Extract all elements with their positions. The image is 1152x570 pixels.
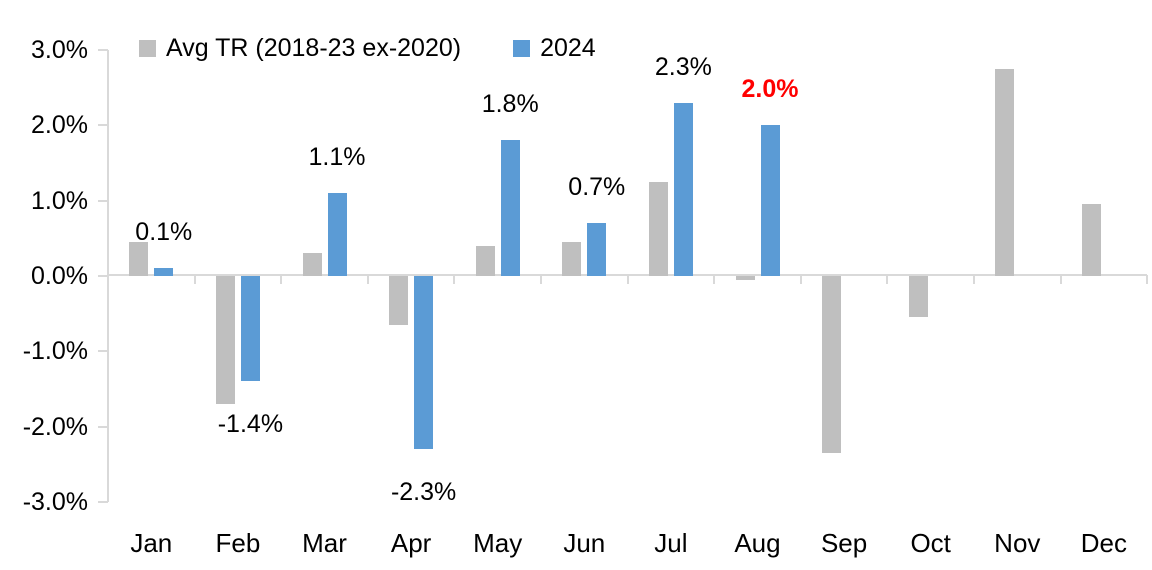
- y-axis-tick-label: -1.0%: [22, 337, 88, 366]
- x-axis-tick: [886, 275, 889, 284]
- bar-2024-mar: [327, 193, 347, 276]
- bar-avg-tr-may: [475, 245, 495, 276]
- y-axis-tick: [98, 350, 108, 353]
- y-axis-tick-label: 3.0%: [31, 36, 88, 65]
- bar-2024-jul: [673, 102, 693, 276]
- data-label-jun: 0.7%: [568, 173, 626, 202]
- bar-avg-tr-mar: [302, 253, 322, 276]
- x-axis-category-label: Apr: [390, 528, 432, 558]
- y-axis-tick-label: 2.0%: [31, 111, 88, 140]
- y-axis-tick: [98, 275, 108, 277]
- y-axis-line: [107, 50, 109, 502]
- x-axis-tick: [366, 275, 369, 284]
- bar-avg-tr-jan: [129, 242, 149, 276]
- x-axis-category-label: Feb: [215, 528, 261, 558]
- x-axis-tick: [540, 275, 542, 284]
- bar-2024-apr: [414, 276, 434, 450]
- data-label-aug: 2.0%: [741, 75, 799, 104]
- y-axis-tick: [98, 425, 108, 428]
- x-axis-category-label: Mar: [302, 528, 347, 558]
- legend-swatch-2024: [513, 39, 531, 57]
- bar-avg-tr-jun: [562, 242, 582, 276]
- bar-2024-aug: [760, 125, 780, 276]
- data-label-jan: 0.1%: [135, 218, 193, 247]
- bar-2024-jan: [154, 268, 174, 276]
- data-label-feb: -1.4%: [217, 410, 284, 439]
- data-label-mar: 1.1%: [308, 143, 366, 172]
- bar-avg-tr-aug: [735, 276, 755, 280]
- y-axis-tick: [98, 199, 108, 202]
- x-axis-category-label: Sep: [820, 528, 868, 558]
- x-axis-category-label: Jan: [130, 528, 173, 558]
- x-axis-category-label: Aug: [734, 528, 781, 558]
- legend-label-2024: 2024: [540, 34, 596, 62]
- x-axis-category-label: May: [473, 528, 523, 558]
- y-axis-tick-label: -2.0%: [22, 412, 88, 441]
- x-axis-tick: [799, 275, 802, 284]
- y-axis-tick-label: 1.0%: [31, 186, 88, 215]
- bar-2024-feb: [240, 276, 260, 382]
- legend-item-2024: 2024: [513, 33, 596, 63]
- x-axis-category-label: Nov: [994, 528, 1041, 558]
- x-axis-category-label: Dec: [1080, 528, 1128, 558]
- bar-avg-tr-feb: [215, 276, 235, 404]
- bar-avg-tr-nov: [995, 68, 1015, 276]
- x-axis-category-label: Oct: [910, 528, 951, 558]
- x-axis-tick: [973, 275, 975, 284]
- y-axis-tick-label: 0.0%: [31, 262, 88, 290]
- y-axis-tick-label: -3.0%: [22, 487, 88, 516]
- data-label-may: 1.8%: [481, 90, 539, 119]
- legend-label-avg-tr: Avg TR (2018-23 ex-2020): [166, 34, 462, 62]
- y-axis-tick: [98, 124, 108, 127]
- y-axis-tick: [98, 49, 108, 52]
- x-axis-tick: [1146, 275, 1149, 284]
- x-axis-category-label: Jul: [654, 528, 688, 558]
- bar-avg-tr-dec: [1081, 204, 1101, 276]
- bar-avg-tr-jul: [648, 181, 668, 276]
- legend-item-avg-tr: Avg TR (2018-23 ex-2020): [139, 33, 461, 63]
- bar-avg-tr-oct: [908, 276, 928, 318]
- x-axis-tick: [193, 275, 196, 284]
- bar-avg-tr-apr: [389, 276, 409, 325]
- bar-2024-may: [500, 140, 520, 276]
- x-axis-tick: [626, 275, 629, 284]
- x-axis-tick: [713, 275, 716, 284]
- x-axis-tick: [1059, 275, 1062, 284]
- legend-swatch-avg-tr: [139, 39, 156, 57]
- data-label-jul: 2.3%: [654, 52, 712, 81]
- bar-2024-jun: [587, 223, 607, 276]
- x-axis-tick: [453, 275, 456, 284]
- bar-avg-tr-sep: [822, 276, 842, 453]
- data-label-apr: -2.3%: [390, 478, 457, 507]
- x-axis-tick: [280, 275, 283, 284]
- chart-legend: Avg TR (2018-23 ex-2020) 2024: [139, 33, 596, 63]
- x-axis-category-label: Jun: [563, 528, 606, 558]
- y-axis-tick: [98, 500, 108, 503]
